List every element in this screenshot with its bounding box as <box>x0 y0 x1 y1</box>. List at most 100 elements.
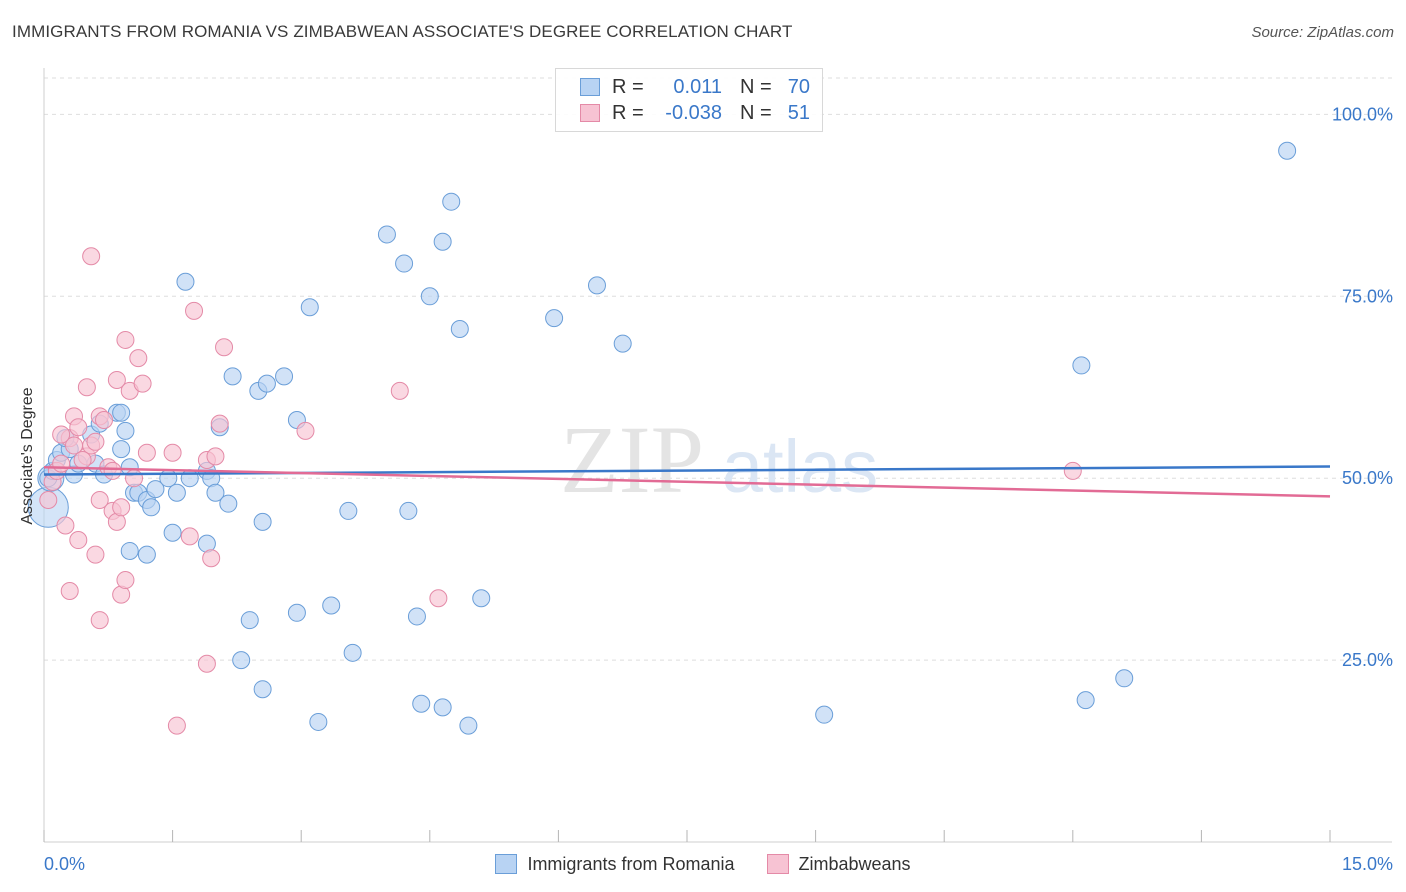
zimbabwean-point <box>202 549 221 568</box>
zimbabwean-point <box>77 378 96 397</box>
romania-point <box>300 298 319 317</box>
zimbabwean-point <box>180 527 199 546</box>
zimbabwean-point <box>210 414 229 433</box>
romania-point <box>322 596 341 615</box>
romania-point <box>420 287 439 306</box>
romania-point <box>223 367 242 386</box>
romania-point <box>287 603 306 622</box>
chart-title: IMMIGRANTS FROM ROMANIA VS ZIMBABWEAN AS… <box>12 22 793 41</box>
romania-point <box>339 501 358 520</box>
y-axis-title: Associate's Degree <box>19 387 36 525</box>
zimbabwean-point <box>129 349 148 368</box>
legend-label: Zimbabweans <box>798 853 911 874</box>
romania-point <box>180 469 199 488</box>
legend-item-zimbabweans: Zimbabweans <box>766 853 911 875</box>
zimbabwean-point <box>52 454 71 473</box>
tick-labels: 25.0% 50.0% 75.0% 100.0% 0.0% 15.0% <box>44 104 1393 874</box>
romania-point <box>309 712 328 731</box>
zimbabwean-point <box>167 716 186 735</box>
source-credit: Source: ZipAtlas.com <box>1251 24 1394 41</box>
r-label: R = <box>612 75 644 98</box>
legend-label: Immigrants from Romania <box>527 853 735 874</box>
zimbabwean-point <box>133 374 152 393</box>
n-value: 70 <box>787 75 810 98</box>
zimbabwean-point <box>137 443 156 462</box>
romania-point <box>112 440 131 459</box>
zimbabwean-point <box>215 338 234 357</box>
n-label: N = <box>740 101 772 124</box>
trend-lines <box>43 465 1331 498</box>
zimbabwean-point <box>95 410 114 429</box>
y-tick-label: 25.0% <box>1342 650 1393 670</box>
stats-legend: R = 0.011 N = 70 R = -0.038 N = 51 <box>555 68 823 132</box>
romania-point <box>146 480 165 499</box>
romania-point <box>433 232 452 251</box>
zimbabwean-point <box>69 531 88 550</box>
stats-row-zimbabwe: R = -0.038 N = 51 <box>580 100 810 126</box>
romania-point <box>253 680 272 699</box>
romania-point <box>275 367 294 386</box>
watermark: ZIP atlas <box>560 406 878 513</box>
romania-point <box>206 483 225 502</box>
x-tick-label-max: 15.0% <box>1342 854 1393 874</box>
romania-point <box>232 651 251 670</box>
romania-point <box>613 334 632 353</box>
romania-point <box>257 374 276 393</box>
zimbabwean-point <box>206 447 225 466</box>
zimbabwean-point <box>86 545 105 564</box>
romania-legend-swatch <box>495 854 518 874</box>
romania-point <box>120 541 139 560</box>
zimbabwean-point <box>116 330 135 349</box>
grid-lines <box>44 77 1392 661</box>
romania-point <box>442 192 461 211</box>
zimbabwean-point <box>197 654 216 673</box>
zimbabwean-point <box>39 491 58 510</box>
zimbabwean-point <box>185 301 204 320</box>
zimbabwean-point <box>56 516 75 535</box>
romania-point <box>472 589 491 608</box>
romania-point <box>815 705 834 724</box>
y-tick-label: 75.0% <box>1342 286 1393 306</box>
zimbabwean-point <box>90 491 109 510</box>
zimbabwean-trend-line <box>43 466 1331 498</box>
romania-point <box>253 512 272 531</box>
series-legend: Immigrants from Romania Zimbabweans <box>0 851 1406 877</box>
romania-point <box>137 545 156 564</box>
zimbabwean-point <box>1063 461 1082 480</box>
romania-point <box>450 320 469 339</box>
romania-point <box>433 698 452 717</box>
romania-point <box>1278 141 1297 160</box>
x-tick-label-min: 0.0% <box>44 854 85 874</box>
n-label: N = <box>740 75 772 98</box>
zimbabwean-point <box>163 443 182 462</box>
zimbabwean-point <box>107 370 126 389</box>
romania-point <box>219 494 238 513</box>
stats-row-romania: R = 0.011 N = 70 <box>580 74 810 100</box>
zimbabwean-point <box>112 498 131 517</box>
romania-point <box>395 254 414 273</box>
legend-item-romania: Immigrants from Romania <box>495 853 735 875</box>
zimbabweans-legend-swatch <box>766 854 789 874</box>
romania-point <box>163 523 182 542</box>
zimbabwean-point <box>103 461 122 480</box>
n-value: 51 <box>787 101 810 124</box>
zimbabwean-point <box>65 436 84 455</box>
romania-point <box>407 607 426 626</box>
axes <box>43 68 1392 843</box>
romania-point <box>142 498 161 517</box>
romania-point <box>240 611 259 630</box>
zimbabwean-point <box>296 421 315 440</box>
romania-point <box>587 276 606 295</box>
romania-point <box>112 403 131 422</box>
y-tick-label: 50.0% <box>1342 468 1393 488</box>
romania-point <box>1115 669 1134 688</box>
romania-point <box>377 225 396 244</box>
r-value: 0.011 <box>673 75 722 98</box>
zimbabwean-point <box>73 451 92 469</box>
zimbabwean-point <box>116 571 135 590</box>
romania-point <box>459 716 478 735</box>
watermark-atlas: atlas <box>722 425 878 508</box>
zimbabwean-point <box>86 432 105 451</box>
zimbabwe-swatch <box>580 104 600 122</box>
